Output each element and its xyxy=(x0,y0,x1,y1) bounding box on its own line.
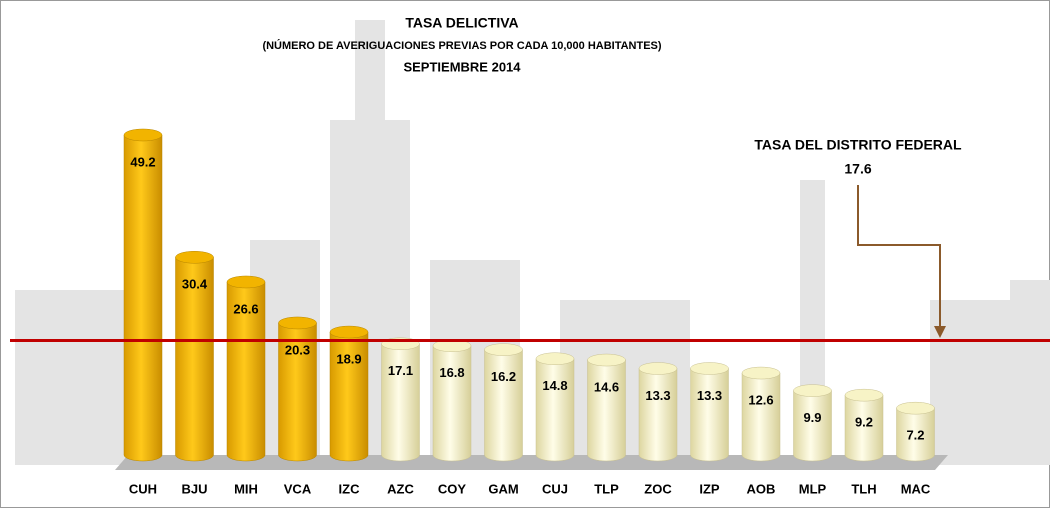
bar xyxy=(639,368,677,461)
x-tick-label: GAM xyxy=(488,481,518,496)
x-tick-label: COY xyxy=(438,481,467,496)
x-tick-label: CUJ xyxy=(542,481,568,496)
x-tick-label: IZC xyxy=(339,481,361,496)
value-label: 13.3 xyxy=(697,388,722,403)
value-label: 16.2 xyxy=(491,369,516,384)
bar-top xyxy=(485,344,523,356)
x-tick-label: AZC xyxy=(387,481,414,496)
value-label: 17.1 xyxy=(388,363,413,378)
x-tick-label: IZP xyxy=(699,481,720,496)
chart: TASA DELICTIVA (NÚMERO DE AVERIGUACIONES… xyxy=(0,0,1050,508)
x-tick-label: MIH xyxy=(234,481,258,496)
chart-subtitle: SEPTIEMBRE 2014 xyxy=(403,59,521,74)
bar-top xyxy=(794,385,832,397)
x-tick-label: ZOC xyxy=(644,481,672,496)
bar xyxy=(588,360,626,461)
value-label: 20.3 xyxy=(285,342,310,357)
bar-top xyxy=(588,354,626,366)
bar xyxy=(124,135,162,461)
bar-top xyxy=(536,353,574,365)
bar-top xyxy=(176,251,214,263)
value-label: 49.2 xyxy=(130,154,155,169)
bar xyxy=(742,373,780,461)
bar-top xyxy=(742,367,780,379)
bar-top xyxy=(897,402,935,414)
bar xyxy=(433,346,471,461)
value-label: 16.8 xyxy=(439,365,464,380)
bar-top xyxy=(227,276,265,288)
bar xyxy=(485,350,523,461)
value-label: 12.6 xyxy=(748,392,773,407)
value-label: 9.9 xyxy=(803,410,821,425)
chart-subtitle: (NÚMERO DE AVERIGUACIONES PREVIAS POR CA… xyxy=(262,39,661,52)
value-label: 26.6 xyxy=(233,301,258,316)
value-label: 14.6 xyxy=(594,379,619,394)
chart-title: TASA DELICTIVA xyxy=(405,15,518,31)
value-label: 30.4 xyxy=(182,277,208,292)
bar-top xyxy=(845,389,883,401)
x-tick-label: TLP xyxy=(594,481,619,496)
value-label: 9.2 xyxy=(855,415,873,430)
bar xyxy=(794,391,832,461)
x-tick-label: MAC xyxy=(901,481,931,496)
x-tick-label: VCA xyxy=(284,481,312,496)
reference-value: 17.6 xyxy=(844,161,871,177)
bar xyxy=(536,359,574,461)
x-tick-label: TLH xyxy=(851,481,876,496)
bar-top xyxy=(639,362,677,374)
bar-top xyxy=(279,317,317,329)
bar-top xyxy=(124,129,162,141)
bar xyxy=(382,344,420,461)
value-label: 18.9 xyxy=(336,352,361,367)
value-label: 14.8 xyxy=(542,378,567,393)
value-label: 13.3 xyxy=(645,388,670,403)
x-tick-label: CUH xyxy=(129,481,157,496)
bar-top xyxy=(330,326,368,338)
x-tick-label: BJU xyxy=(181,481,207,496)
bar xyxy=(691,368,729,461)
value-label: 7.2 xyxy=(906,428,924,443)
x-tick-label: AOB xyxy=(747,481,776,496)
x-tick-label: MLP xyxy=(799,481,827,496)
bar-top xyxy=(691,362,729,374)
reference-label: TASA DEL DISTRITO FEDERAL xyxy=(754,137,962,153)
